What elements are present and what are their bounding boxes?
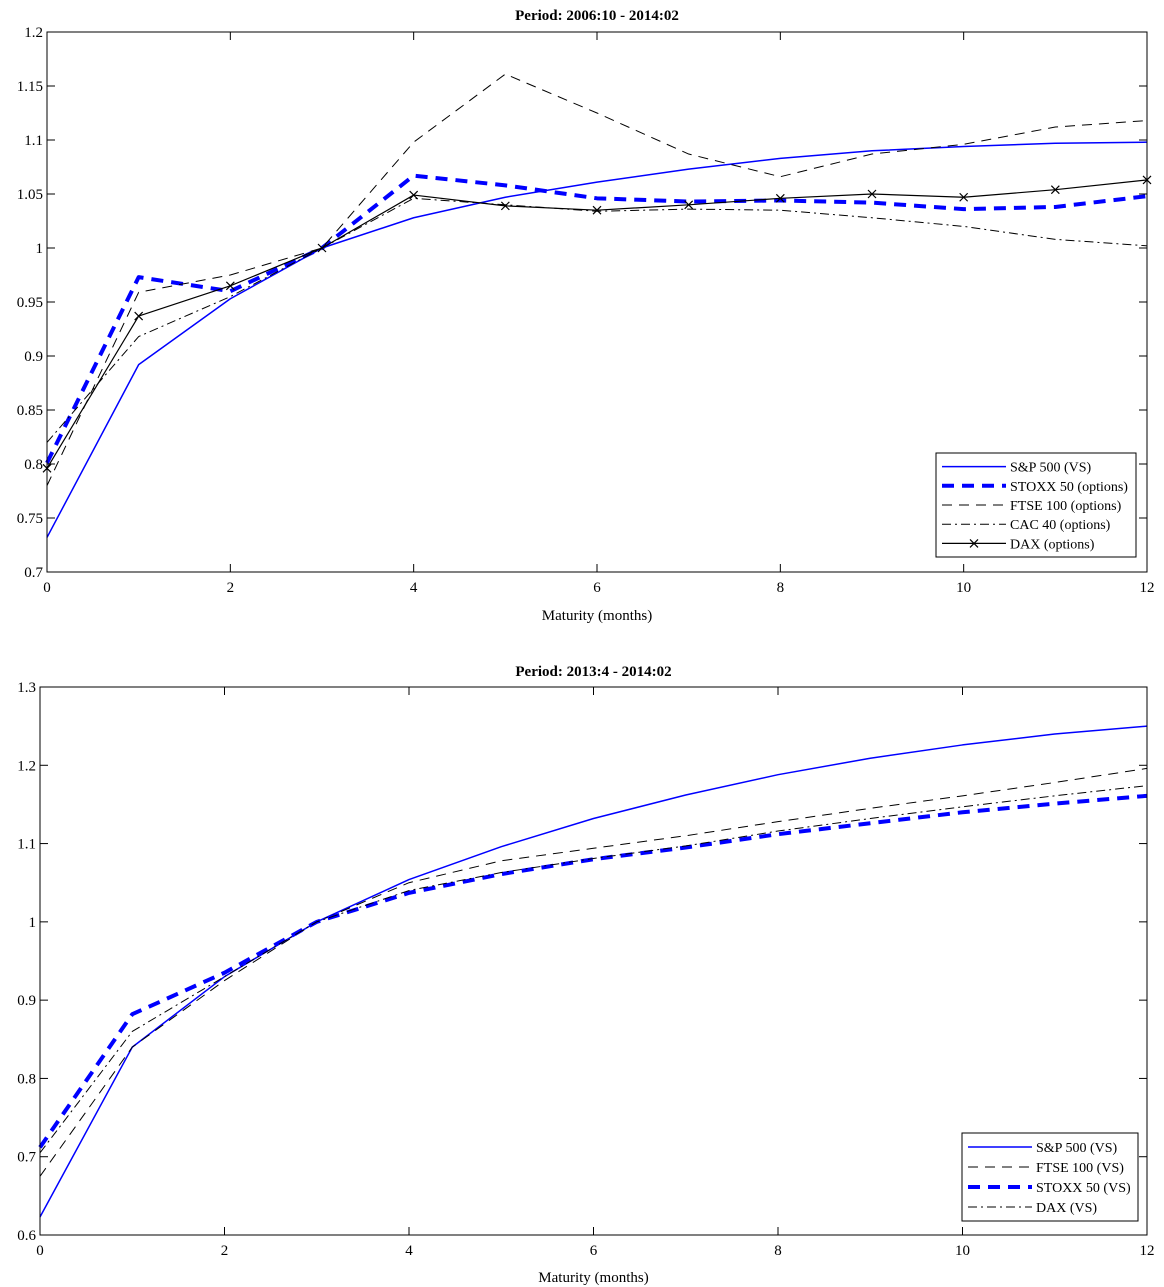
x-tick-label: 4 (405, 1243, 413, 1259)
x-tick-label: 8 (777, 580, 785, 596)
x-tick-label: 6 (590, 1243, 598, 1259)
chart-title: Period: 2013:4 - 2014:02 (515, 664, 671, 680)
series-marker-5 (317, 243, 327, 253)
legend-label-1: S&P 500 (VS) (1010, 461, 1092, 476)
legend-label-2: FTSE 100 (VS) (1036, 1161, 1124, 1176)
x-tick-label: 12 (1140, 1243, 1155, 1259)
series-line-1 (39, 725, 1148, 1218)
x-axis-label: Maturity (months) (542, 608, 652, 624)
x-tick-label: 0 (43, 580, 51, 596)
chart-1: Period: 2006:10 - 2014:02 0 2 4 6 8 10 12 0.7 0.7… (17, 8, 1155, 624)
y-tick-label: 0.7 (24, 565, 43, 581)
legend-label-4: CAC 40 (options) (1010, 518, 1111, 533)
chart-title: Period: 2006:10 - 2014:02 (515, 8, 679, 24)
y-tick-label: 1.15 (17, 79, 43, 95)
series-line-2 (45, 173, 1148, 464)
legend-box (935, 452, 1137, 558)
series-group (42, 73, 1152, 538)
y-tick-label: 1.3 (17, 680, 36, 696)
x-tick-label: 2 (227, 580, 235, 596)
legend-label-1: S&P 500 (VS) (1036, 1141, 1118, 1156)
series-line-3 (38, 793, 1148, 1149)
y-tick-label: 1.2 (17, 758, 36, 774)
series-marker-5 (134, 311, 144, 321)
x-tick-label: 12 (1140, 580, 1155, 596)
series-marker-5 (500, 201, 510, 211)
y-tick-label: 0.9 (24, 349, 43, 365)
chart-2: Period: 2013:4 - 2014:02 0 2 4 6 8 10 12 0.6 0.7 0… (17, 664, 1154, 1286)
x-tick-label: 4 (410, 580, 418, 596)
series-marker-5 (409, 190, 419, 200)
series-line-3 (46, 73, 1148, 486)
y-tick-label: 1 (29, 915, 37, 931)
series-marker-5 (1050, 185, 1060, 195)
legend-label-5: DAX (options) (1010, 537, 1095, 552)
series-line-1 (46, 141, 1148, 538)
legend-label-4: DAX (VS) (1036, 1201, 1097, 1216)
series-marker-5 (225, 281, 235, 291)
x-tick-label: 2 (221, 1243, 229, 1259)
y-tick-label: 0.85 (17, 403, 43, 419)
y-tick-label: 1 (36, 241, 44, 257)
x-tick-label: 0 (36, 1243, 44, 1259)
series-line-4 (46, 197, 1148, 443)
series-marker-5 (959, 192, 969, 202)
x-tick-label: 8 (774, 1243, 782, 1259)
y-tick-label: 0.6 (17, 1228, 36, 1244)
legend-marker-5 (969, 538, 979, 548)
series-marker-5 (684, 200, 694, 210)
series-marker-5 (592, 205, 602, 215)
legend-label-3: STOXX 50 (VS) (1036, 1181, 1131, 1196)
x-axis-label: Maturity (months) (538, 1270, 648, 1286)
x-tick-label: 6 (593, 580, 601, 596)
x-tick-label: 10 (956, 580, 971, 596)
y-tick-label: 0.95 (17, 295, 43, 311)
legend-label-2: STOXX 50 (options) (1010, 480, 1128, 495)
y-tick-label: 1.2 (24, 25, 43, 41)
y-tick-label: 0.7 (17, 1150, 36, 1166)
series-line-4 (39, 785, 1148, 1154)
series-line-2 (39, 767, 1148, 1177)
series-group (38, 725, 1148, 1218)
y-tick-label: 0.8 (17, 1071, 36, 1087)
y-tick-label: 1.1 (17, 837, 36, 853)
y-tick-label: 1.1 (24, 133, 43, 149)
legend-label-3: FTSE 100 (options) (1010, 499, 1122, 514)
legend: S&P 500 (VS) STOXX 50 (options) FTSE 100 (… (935, 452, 1137, 558)
y-tick-label: 0.75 (17, 511, 43, 527)
y-tick-label: 1.05 (17, 187, 43, 203)
series-marker-5 (775, 193, 785, 203)
y-tick-label: 0.8 (24, 457, 43, 473)
series-line-5 (46, 179, 1148, 469)
y-tick-label: 0.9 (17, 993, 36, 1009)
legend: S&P 500 (VS) FTSE 100 (VS) STOXX 50 (VS) DA… (961, 1132, 1139, 1222)
x-tick-label: 10 (955, 1243, 970, 1259)
series-marker-5 (867, 189, 877, 199)
